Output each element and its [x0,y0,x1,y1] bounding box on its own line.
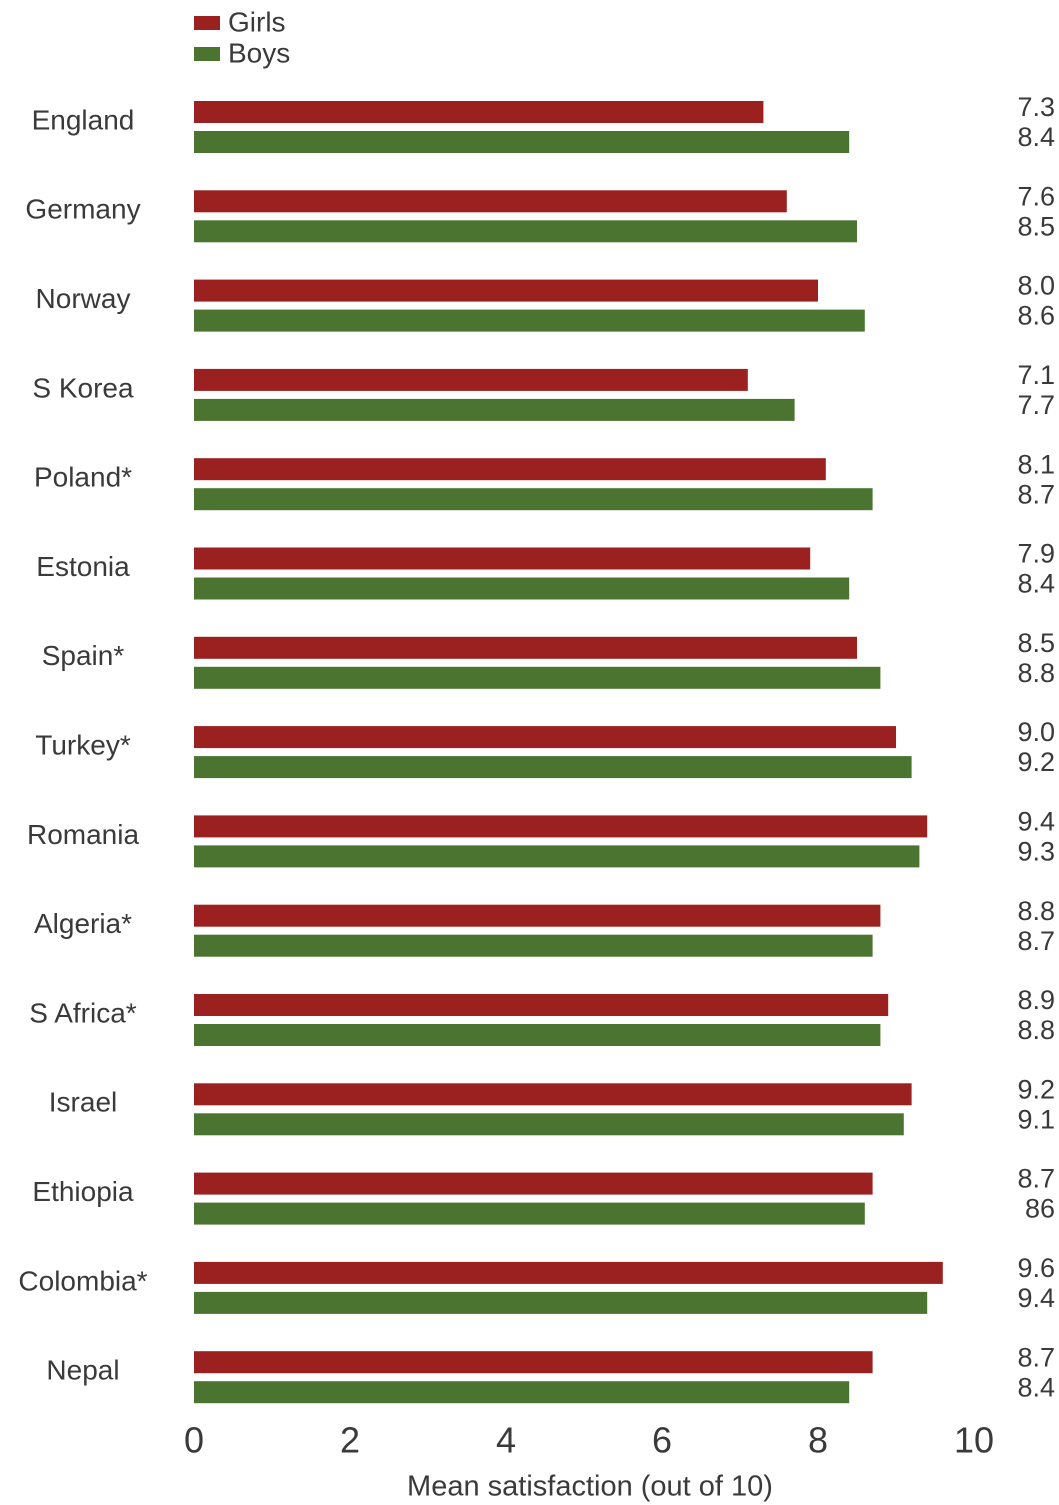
value-label: 86 [1025,1194,1055,1224]
value-label: 8.1 [1017,449,1055,479]
category-label: S Africa* [29,997,136,1028]
value-label: 8.7 [1017,1164,1055,1194]
x-axis-title: Mean satisfaction (out of 10) [407,1471,773,1503]
value-label: 8.7 [1017,1342,1055,1372]
legend-label: Girls [228,6,286,37]
value-label: 9.0 [1017,717,1055,747]
value-label: 8.6 [1017,301,1055,331]
bar [194,488,873,511]
bar [194,904,881,927]
category-label: Algeria* [34,908,132,939]
value-label: 9.1 [1017,1104,1055,1134]
value-label: 9.4 [1017,807,1055,837]
category-label: Norway [36,283,131,314]
x-tick-label: 2 [340,1420,360,1461]
category-label: Israel [49,1087,117,1118]
bar [194,845,920,868]
value-label: 8.7 [1017,479,1055,509]
value-label: 9.2 [1017,1074,1055,1104]
bar [194,815,928,838]
bar [194,756,912,779]
category-label: S Korea [32,372,134,403]
value-label: 8.7 [1017,926,1055,956]
value-label: 7.9 [1017,539,1055,569]
bar [194,458,826,481]
bar [194,1172,873,1195]
value-label: 8.8 [1017,896,1055,926]
legend-label: Boys [228,37,290,68]
bar [194,1381,850,1404]
x-tick-label: 8 [808,1420,828,1461]
x-tick-label: 6 [652,1420,672,1461]
bar [194,309,865,332]
value-label: 8.9 [1017,985,1055,1015]
bar [194,131,850,153]
value-label: 8.4 [1017,569,1055,599]
bar [194,190,787,213]
bar [194,666,881,689]
value-label: 8.4 [1017,1372,1055,1402]
category-label: Turkey* [35,729,131,760]
bar [194,1351,873,1374]
bar [194,398,795,421]
category-label: Ethiopia [32,1176,134,1207]
bar [194,101,764,123]
value-label: 8.5 [1017,211,1055,241]
bar [194,1291,928,1314]
bar [194,547,811,570]
bar [194,220,857,243]
category-label: Spain* [42,640,125,671]
category-label: Estonia [36,551,130,582]
bar [194,726,896,749]
x-tick-label: 10 [954,1420,994,1461]
bar [194,1202,865,1225]
bar [194,1024,881,1046]
category-label: England [32,104,135,135]
bar [194,368,748,391]
bar [194,279,818,302]
bar [194,1083,912,1106]
value-label: 8.8 [1017,658,1055,688]
value-label: 7.3 [1017,92,1055,122]
category-label: Nepal [46,1355,119,1386]
legend-swatch [194,16,220,30]
x-tick-label: 4 [496,1420,516,1461]
category-label: Colombia* [18,1265,147,1296]
value-label: 8.5 [1017,628,1055,658]
value-label: 9.3 [1017,837,1055,867]
category-label: Romania [27,819,139,850]
value-label: 8.8 [1017,1015,1055,1045]
bar [194,577,850,600]
value-label: 8.0 [1017,271,1055,301]
legend-swatch [194,47,220,61]
value-label: 9.6 [1017,1253,1055,1283]
value-label: 8.4 [1017,122,1055,152]
bar [194,636,857,659]
x-tick-label: 0 [184,1420,204,1461]
bar [194,934,873,957]
bar [194,1261,943,1284]
value-label: 7.7 [1017,390,1055,420]
value-label: 9.2 [1017,747,1055,777]
bar [194,994,889,1016]
value-label: 7.6 [1017,181,1055,211]
value-label: 9.4 [1017,1283,1055,1313]
category-label: Germany [25,194,140,225]
category-label: Poland* [34,462,132,493]
value-label: 7.1 [1017,360,1055,390]
bar [194,1113,904,1136]
